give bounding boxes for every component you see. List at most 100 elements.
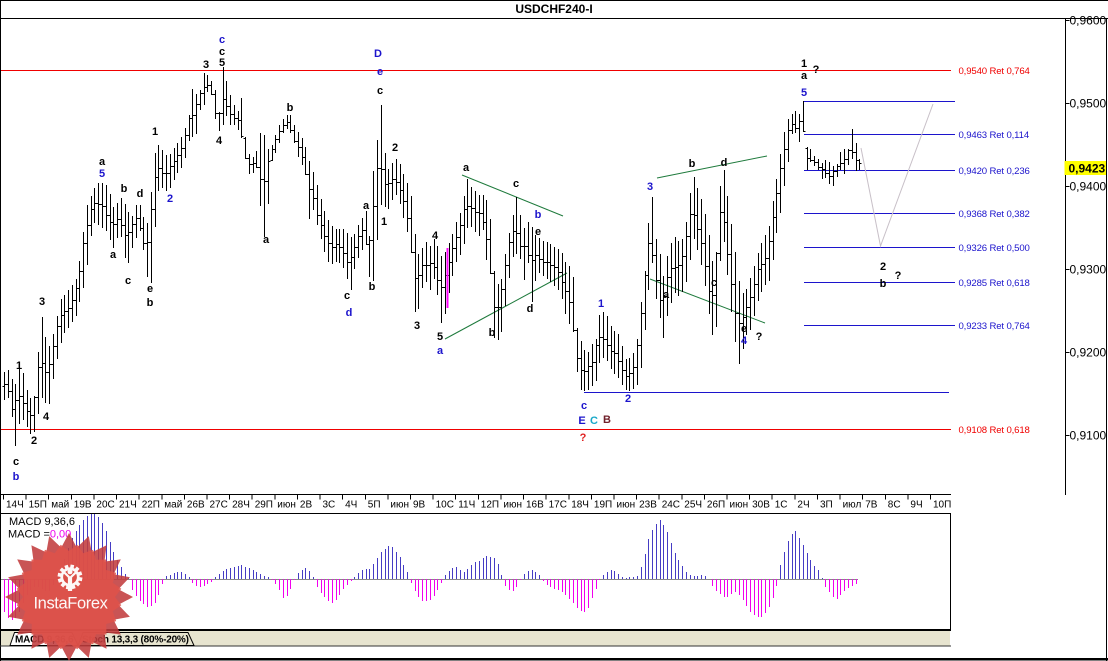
svg-text:e: e [377, 66, 383, 78]
svg-text:b: b [147, 297, 154, 309]
svg-text:июл: июл [843, 500, 862, 511]
svg-text:2: 2 [880, 261, 886, 273]
svg-text:1: 1 [801, 58, 807, 70]
svg-text:26П: 26П [707, 500, 725, 511]
svg-text:c: c [711, 277, 717, 289]
svg-text:b: b [489, 327, 496, 339]
svg-text:a: a [801, 70, 808, 82]
svg-text:8С: 8С [888, 500, 901, 511]
svg-text:?: ? [895, 270, 902, 282]
svg-text:a: a [263, 234, 270, 246]
svg-text:B: B [603, 414, 611, 426]
svg-text:0,9326 Ret 0,500: 0,9326 Ret 0,500 [959, 243, 1030, 254]
svg-text:3: 3 [647, 181, 653, 193]
svg-text:0,9285 Ret 0,618: 0,9285 Ret 0,618 [959, 278, 1030, 289]
svg-text:16В: 16В [526, 500, 544, 511]
svg-text:e: e [535, 226, 541, 238]
svg-text:3: 3 [203, 59, 209, 71]
svg-text:3П: 3П [820, 500, 833, 511]
svg-text:b: b [121, 183, 128, 195]
svg-text:0,9500: 0,9500 [1070, 97, 1107, 111]
svg-text:Stoch 13,3,3 (80%-20%): Stoch 13,3,3 (80%-20%) [82, 635, 189, 646]
svg-text:1: 1 [152, 126, 158, 138]
svg-text:a: a [110, 249, 117, 261]
svg-text:?: ? [813, 64, 820, 76]
svg-text:0,9540 Ret 0,764: 0,9540 Ret 0,764 [959, 66, 1031, 77]
svg-text:26В: 26В [187, 500, 205, 511]
svg-text:23В: 23В [639, 500, 657, 511]
svg-text:e: e [741, 323, 747, 335]
svg-text:5: 5 [99, 168, 105, 180]
svg-text:май: май [51, 500, 69, 511]
svg-text:0,9200: 0,9200 [1070, 346, 1107, 360]
svg-text:0,9233 Ret 0,764: 0,9233 Ret 0,764 [959, 321, 1031, 332]
svg-text:20С: 20С [96, 500, 114, 511]
svg-text:июн: июн [617, 500, 636, 511]
svg-text:a: a [437, 345, 444, 357]
svg-text:1: 1 [16, 360, 22, 372]
svg-text:c: c [219, 34, 225, 46]
svg-text:b: b [13, 471, 20, 483]
svg-text:b: b [535, 209, 542, 221]
svg-text:2Ч: 2Ч [797, 500, 809, 511]
svg-text:июн: июн [503, 500, 522, 511]
svg-text:5: 5 [219, 57, 225, 69]
svg-text:b: b [369, 281, 376, 293]
svg-text:a: a [99, 156, 106, 168]
svg-text:0,9463 Ret 0,114: 0,9463 Ret 0,114 [959, 130, 1030, 141]
svg-text:2: 2 [392, 142, 398, 154]
svg-text:5: 5 [437, 331, 443, 343]
svg-text:c: c [13, 456, 19, 468]
svg-text:E: E [578, 415, 585, 427]
svg-text:c: c [125, 275, 131, 287]
svg-text:июн: июн [390, 500, 409, 511]
svg-text:b: b [689, 158, 696, 170]
svg-text:10П: 10П [933, 500, 951, 511]
svg-text:0,9300: 0,9300 [1070, 263, 1107, 277]
svg-text:c: c [513, 178, 519, 190]
svg-text:1С: 1С [775, 500, 788, 511]
svg-text:MACD =0,00: MACD =0,00 [8, 529, 71, 541]
svg-text:24С: 24С [662, 500, 680, 511]
svg-text:a: a [363, 200, 370, 212]
svg-text:c: c [377, 85, 383, 97]
svg-text:e: e [147, 283, 153, 295]
svg-text:21Ч: 21Ч [119, 500, 137, 511]
svg-text:29П: 29П [255, 500, 273, 511]
svg-text:d: d [346, 307, 353, 319]
svg-text:D: D [374, 48, 382, 60]
svg-text:0,9600: 0,9600 [1070, 14, 1107, 28]
svg-text:0,9400: 0,9400 [1070, 180, 1107, 194]
svg-text:11Ч: 11Ч [458, 500, 475, 511]
svg-text:25Ч: 25Ч [684, 500, 702, 511]
svg-text:C: C [590, 415, 598, 427]
svg-text:18Ч: 18Ч [571, 500, 589, 511]
svg-text:5П: 5П [368, 500, 381, 511]
svg-text:1: 1 [381, 216, 387, 228]
svg-text:7В: 7В [865, 500, 878, 511]
svg-text:3: 3 [414, 320, 420, 332]
svg-text:2В: 2В [300, 500, 313, 511]
svg-text:4: 4 [43, 411, 50, 423]
svg-text:1: 1 [598, 298, 604, 310]
svg-text:0,9108 Ret 0,618: 0,9108 Ret 0,618 [959, 425, 1030, 436]
svg-text:b: b [880, 278, 887, 290]
svg-text:2: 2 [31, 435, 37, 447]
svg-text:19П: 19П [594, 500, 612, 511]
svg-text:14Ч: 14Ч [6, 500, 24, 511]
svg-text:3: 3 [39, 296, 45, 308]
svg-text:28Ч: 28Ч [232, 500, 250, 511]
svg-text:19В: 19В [74, 500, 92, 511]
svg-text:3С: 3С [323, 500, 336, 511]
svg-text:0,9368 Ret 0,382: 0,9368 Ret 0,382 [959, 209, 1030, 220]
svg-text:a: a [463, 162, 470, 174]
svg-text:d: d [721, 157, 728, 169]
svg-text:?: ? [580, 432, 587, 444]
svg-text:4: 4 [741, 335, 748, 347]
svg-text:27С: 27С [210, 500, 228, 511]
svg-text:c: c [219, 46, 225, 58]
svg-text:0,9100: 0,9100 [1070, 429, 1107, 443]
svg-text:0,9423: 0,9423 [1069, 162, 1106, 176]
svg-text:15П: 15П [29, 500, 47, 511]
svg-text:9В: 9В [413, 500, 426, 511]
